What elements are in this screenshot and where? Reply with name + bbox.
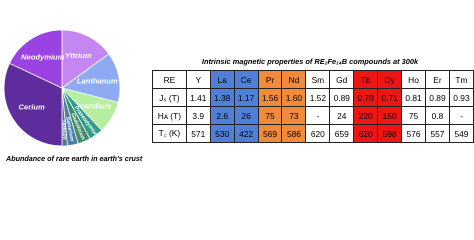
property-table: RE Y La Ce Pr Nd Sm Gd Tb Dy Ho Er Tm Jₛ (T) 1.41 1.38 1… bbox=[152, 70, 474, 143]
table-cell: 0.71 bbox=[377, 88, 403, 107]
table-cell: Tb bbox=[353, 70, 379, 89]
table-cell: Ho bbox=[401, 70, 426, 89]
table-cell: 549 bbox=[448, 124, 474, 143]
table-cell: Jₛ (T) bbox=[152, 88, 187, 107]
table-row: RE Y La Ce Pr Nd Sm Gd Tb Dy Ho Er Tm bbox=[152, 70, 474, 89]
table-cell: 620 bbox=[353, 124, 379, 143]
table-cell: 1.38 bbox=[209, 88, 235, 107]
table-cell: 1.17 bbox=[233, 88, 259, 107]
table-cell: 659 bbox=[329, 124, 355, 143]
slice-label: Terbium bbox=[60, 119, 67, 140]
table-cell: Nd bbox=[281, 70, 307, 89]
pie-slice bbox=[61, 53, 121, 103]
table-cell: 2.6 bbox=[209, 106, 235, 125]
page: Abundance of rare earth in earth's crust… bbox=[3, 29, 474, 163]
table-cell: RE bbox=[152, 70, 187, 89]
table-cell: 3.9 bbox=[185, 106, 211, 125]
slice-label: Cerium bbox=[19, 102, 45, 111]
table-cell: 1.52 bbox=[305, 88, 331, 107]
table-cell: Y bbox=[185, 70, 211, 89]
table-row: Jₛ (T) 1.41 1.38 1.17 1.56 1.60 1.52 0.89 0.70 0.… bbox=[152, 88, 474, 107]
table-cell: 24 bbox=[329, 106, 355, 125]
table-cell: 220 bbox=[353, 106, 379, 125]
table-title: Intrinsic magnetic properties of RE₂Fe₁₄… bbox=[201, 57, 419, 66]
table-cell: 530 bbox=[209, 124, 235, 143]
table-cell: Dy bbox=[377, 70, 403, 89]
table-cell: 1.56 bbox=[257, 88, 283, 107]
table-cell: La bbox=[209, 70, 235, 89]
table-cell: 26 bbox=[233, 106, 259, 125]
table-cell: 0.93 bbox=[448, 88, 474, 107]
slice-label: Lanthanum bbox=[77, 76, 118, 85]
table-cell: 1.41 bbox=[185, 88, 211, 107]
table-cell: 73 bbox=[281, 106, 307, 125]
table-cell: 571 bbox=[185, 124, 211, 143]
slice-label: Yttrium bbox=[65, 51, 92, 60]
slice-label: Samarium bbox=[64, 116, 75, 142]
table-cell: 569 bbox=[257, 124, 283, 143]
table-cell: Ce bbox=[233, 70, 259, 89]
table-cell: - bbox=[305, 106, 331, 125]
table-cell: T꜀ (K) bbox=[152, 124, 187, 143]
table-cell: 586 bbox=[281, 124, 307, 143]
table-cell: Er bbox=[425, 70, 450, 89]
table-cell: 75 bbox=[257, 106, 283, 125]
table-row: T꜀ (K) 571 530 422 569 586 620 659 620 598 576 557 5… bbox=[152, 124, 474, 143]
table-cell: 0.8 bbox=[425, 106, 450, 125]
pie-slice bbox=[8, 29, 63, 89]
pie-slice bbox=[3, 62, 63, 147]
table-cell: 1.60 bbox=[281, 88, 307, 107]
table-cell: 598 bbox=[377, 124, 403, 143]
table-cell: Tm bbox=[448, 70, 474, 89]
slice-label: Neodymium bbox=[21, 53, 65, 62]
pie-caption: Abundance of rare earth in earth's crust bbox=[5, 154, 143, 163]
table-cell: 0.89 bbox=[425, 88, 450, 107]
table-cell: Pr bbox=[257, 70, 283, 89]
table-cell: 0.70 bbox=[353, 88, 379, 107]
table-cell: 422 bbox=[233, 124, 259, 143]
slice-label: Scandium bbox=[75, 101, 112, 110]
table-cell: - bbox=[448, 106, 474, 125]
table-cell: 75 bbox=[401, 106, 426, 125]
table-cell: 0.81 bbox=[401, 88, 426, 107]
table-row: Hᴀ (T) 3.9 2.6 26 75 73-24 220 150 75 0.8- bbox=[152, 106, 474, 125]
table-cell: 620 bbox=[305, 124, 331, 143]
table-cell: 0.89 bbox=[329, 88, 355, 107]
table-cell: Gd bbox=[329, 70, 355, 89]
table-cell: Hᴀ (T) bbox=[152, 106, 187, 125]
pie-slice bbox=[61, 29, 110, 89]
pie-chart: Abundance of rare earth in earth's crust… bbox=[3, 29, 143, 163]
table-cell: 150 bbox=[377, 106, 403, 125]
table-cell: 557 bbox=[425, 124, 450, 143]
table-cell: Sm bbox=[305, 70, 331, 89]
table-cell: 576 bbox=[401, 124, 426, 143]
